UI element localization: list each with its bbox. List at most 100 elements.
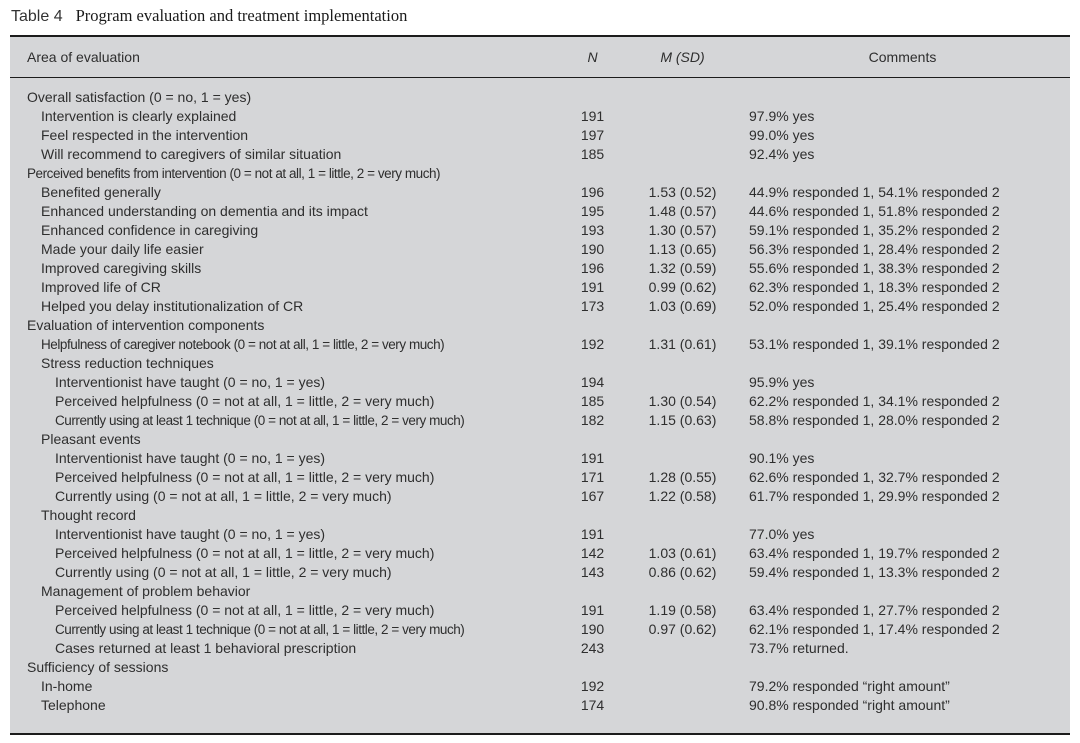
col-header-m-sd: M (SD) [660, 49, 705, 65]
table-row: Feel respected in the intervention 197 9… [10, 126, 1070, 145]
table-row: Currently using (0 = not at all, 1 = lit… [10, 487, 1070, 506]
row-comment: 62.2% responded 1, 34.1% responded 2 [749, 393, 1000, 409]
table-row: Currently using at least 1 technique (0 … [10, 411, 1070, 430]
row-n-value: 192 [580, 678, 605, 694]
row-comment [735, 582, 1070, 601]
row-msd-value [630, 430, 735, 449]
row-comment: 62.1% responded 1, 17.4% responded 2 [749, 621, 1000, 637]
row-n-value: 243 [580, 640, 605, 656]
row-n-value: 196 [580, 184, 605, 200]
row-comment [735, 316, 1070, 335]
table-row: Helped you delay institutionalization of… [10, 297, 1070, 316]
table-row: Perceived benefits from intervention (0 … [10, 164, 1070, 183]
row-comment: 52.0% responded 1, 25.4% responded 2 [749, 298, 1000, 314]
row-label: Helpfulness of caregiver notebook (0 = n… [41, 337, 445, 352]
row-comment: 97.9% yes [749, 108, 815, 124]
row-n-value: 185 [580, 393, 605, 409]
row-comment: 62.3% responded 1, 18.3% responded 2 [749, 279, 1000, 295]
row-label: Made your daily life easier [41, 241, 204, 257]
row-n-value: 174 [580, 697, 605, 713]
table-row: Thought record [10, 506, 1070, 525]
table-row: Overall satisfaction (0 = no, 1 = yes) [10, 88, 1070, 107]
row-label: Feel respected in the intervention [41, 127, 249, 143]
row-label: Currently using at least 1 technique (0 … [55, 413, 465, 428]
row-label: Currently using (0 = not at all, 1 = lit… [55, 488, 392, 504]
table-row: Interventionist have taught (0 = no, 1 =… [10, 449, 1070, 468]
row-label: Helped you delay institutionalization of… [41, 298, 304, 314]
row-n-value [555, 506, 630, 525]
row-msd-value [630, 354, 735, 373]
row-label: Sufficiency of sessions [27, 659, 169, 675]
col-header-area-of-evaluation: Area of evaluation [27, 49, 140, 65]
row-n-value: 196 [580, 260, 605, 276]
row-label: Intervention is clearly explained [41, 108, 237, 124]
row-comment: 90.8% responded “right amount” [749, 697, 950, 713]
row-comment: 44.6% responded 1, 51.8% responded 2 [749, 203, 1000, 219]
row-comment: 73.7% returned. [749, 640, 849, 656]
row-comment: 55.6% responded 1, 38.3% responded 2 [749, 260, 1000, 276]
row-n-value: 193 [580, 222, 605, 238]
row-label: Telephone [41, 697, 106, 713]
table-row: Pleasant events [10, 430, 1070, 449]
table-row: Currently using at least 1 technique (0 … [10, 620, 1070, 639]
row-msd-value [630, 582, 735, 601]
row-n-value: 197 [580, 127, 605, 143]
table-row: Interventionist have taught (0 = no, 1 =… [10, 373, 1070, 392]
row-n-value [555, 430, 630, 449]
row-msd-value [630, 126, 735, 145]
row-n-value: 191 [580, 602, 605, 618]
table-row: Intervention is clearly explained 191 97… [10, 107, 1070, 126]
table-row: Sufficiency of sessions [10, 658, 1070, 677]
row-msd-value [630, 449, 735, 468]
row-comment [735, 88, 1070, 107]
row-msd-value: 1.19 (0.58) [648, 602, 717, 618]
row-label: Enhanced understanding on dementia and i… [41, 203, 368, 219]
row-n-value: 191 [580, 279, 605, 295]
row-msd-value [630, 316, 735, 335]
row-comment: 95.9% yes [749, 374, 815, 390]
row-label: Benefited generally [41, 184, 161, 200]
evaluation-table: Area of evaluation N M (SD) Comments Ove… [10, 35, 1070, 735]
table-row: Currently using (0 = not at all, 1 = lit… [10, 563, 1070, 582]
row-msd-value: 1.53 (0.52) [648, 184, 717, 200]
row-n-value: 173 [580, 298, 605, 314]
row-comment: 90.1% yes [749, 450, 815, 466]
row-label: Interventionist have taught (0 = no, 1 =… [55, 374, 326, 390]
row-comment: 44.9% responded 1, 54.1% responded 2 [749, 184, 1000, 200]
row-comment [735, 506, 1070, 525]
row-comment: 79.2% responded “right amount” [749, 678, 950, 694]
table-caption: Table 4 Program evaluation and treatment … [11, 6, 407, 26]
row-comment: 59.4% responded 1, 13.3% responded 2 [749, 564, 1000, 580]
row-comment: 56.3% responded 1, 28.4% responded 2 [749, 241, 1000, 257]
row-msd-value: 0.99 (0.62) [648, 279, 717, 295]
row-msd-value: 1.03 (0.61) [648, 545, 717, 561]
row-n-value: 171 [580, 469, 605, 485]
row-msd-value: 1.22 (0.58) [648, 488, 717, 504]
row-label: Interventionist have taught (0 = no, 1 =… [55, 526, 326, 542]
row-label: Perceived helpfulness (0 = not at all, 1… [55, 545, 435, 561]
row-n-value [555, 88, 630, 107]
row-msd-value: 1.03 (0.69) [648, 298, 717, 314]
table-row: Interventionist have taught (0 = no, 1 =… [10, 525, 1070, 544]
row-comment: 77.0% yes [749, 526, 815, 542]
row-msd-value [630, 658, 735, 677]
row-label: Interventionist have taught (0 = no, 1 =… [55, 450, 326, 466]
row-msd-value [630, 525, 735, 544]
table-row: Improved life of CR 191 0.99 (0.62) 62.3… [10, 278, 1070, 297]
table-row: Telephone 174 90.8% responded “right amo… [10, 696, 1070, 715]
row-msd-value [630, 677, 735, 696]
row-comment [735, 164, 1070, 183]
table-row: Benefited generally 196 1.53 (0.52) 44.9… [10, 183, 1070, 202]
row-label: Perceived helpfulness (0 = not at all, 1… [55, 602, 435, 618]
row-label: Enhanced confidence in caregiving [41, 222, 259, 238]
table-row: Will recommend to caregivers of similar … [10, 145, 1070, 164]
row-n-value: 194 [580, 374, 605, 390]
row-msd-value: 1.28 (0.55) [648, 469, 717, 485]
table-row: Made your daily life easier 190 1.13 (0.… [10, 240, 1070, 259]
row-comment: 59.1% responded 1, 35.2% responded 2 [749, 222, 1000, 238]
row-n-value: 142 [580, 545, 605, 561]
row-msd-value [630, 373, 735, 392]
row-n-value [555, 164, 630, 183]
row-msd-value [630, 88, 735, 107]
